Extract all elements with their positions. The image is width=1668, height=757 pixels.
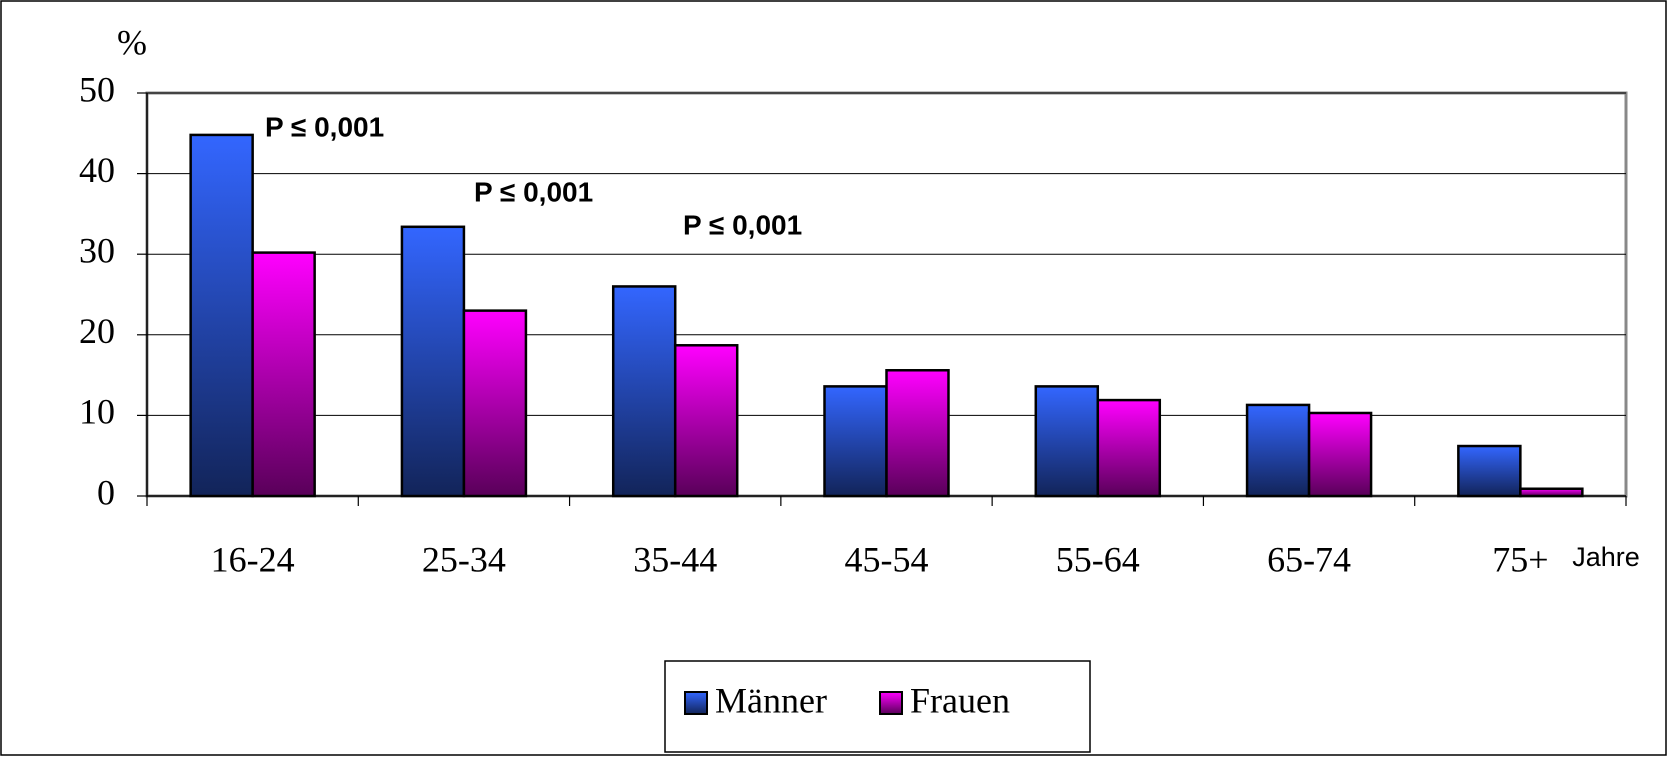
annotation: P ≤ 0,001 — [265, 111, 384, 142]
x-tick-label: 35-44 — [633, 539, 717, 579]
x-axis-label: Jahre — [1572, 542, 1640, 572]
x-tick-label: 45-54 — [845, 539, 929, 579]
bar — [1034, 385, 1100, 498]
legend-label: Männer — [715, 680, 827, 720]
y-tick-label: 0 — [97, 472, 115, 512]
bar — [1307, 411, 1373, 498]
bar — [673, 344, 739, 498]
bar — [611, 285, 677, 498]
y-tick-label: 10 — [79, 392, 115, 432]
annotation: P ≤ 0,001 — [474, 176, 593, 207]
bar — [462, 309, 528, 498]
legend-label: Frauen — [910, 680, 1010, 720]
legend-swatch — [879, 691, 903, 715]
bar — [1457, 444, 1522, 498]
bar — [251, 251, 316, 498]
y-tick-label: 20 — [79, 311, 115, 351]
x-tick-label: 16-24 — [211, 539, 295, 579]
bar — [189, 133, 254, 498]
y-tick-label: 50 — [79, 69, 115, 109]
annotation: P ≤ 0,001 — [683, 209, 802, 240]
y-tick-label: 30 — [79, 230, 115, 270]
bar — [1096, 398, 1162, 498]
x-tick-label: 65-74 — [1267, 539, 1351, 579]
bar — [400, 225, 466, 498]
legend-box — [664, 660, 1091, 753]
bar — [823, 385, 888, 498]
x-tick-label: 25-34 — [422, 539, 506, 579]
y-axis-label: % — [117, 22, 147, 62]
bar — [1519, 487, 1584, 498]
y-tick-label: 40 — [79, 150, 115, 190]
bar — [885, 369, 950, 498]
bar — [1245, 403, 1311, 498]
x-tick-label: 75+ — [1492, 539, 1548, 579]
legend-swatch — [684, 691, 708, 715]
x-tick-label: 55-64 — [1056, 539, 1140, 579]
